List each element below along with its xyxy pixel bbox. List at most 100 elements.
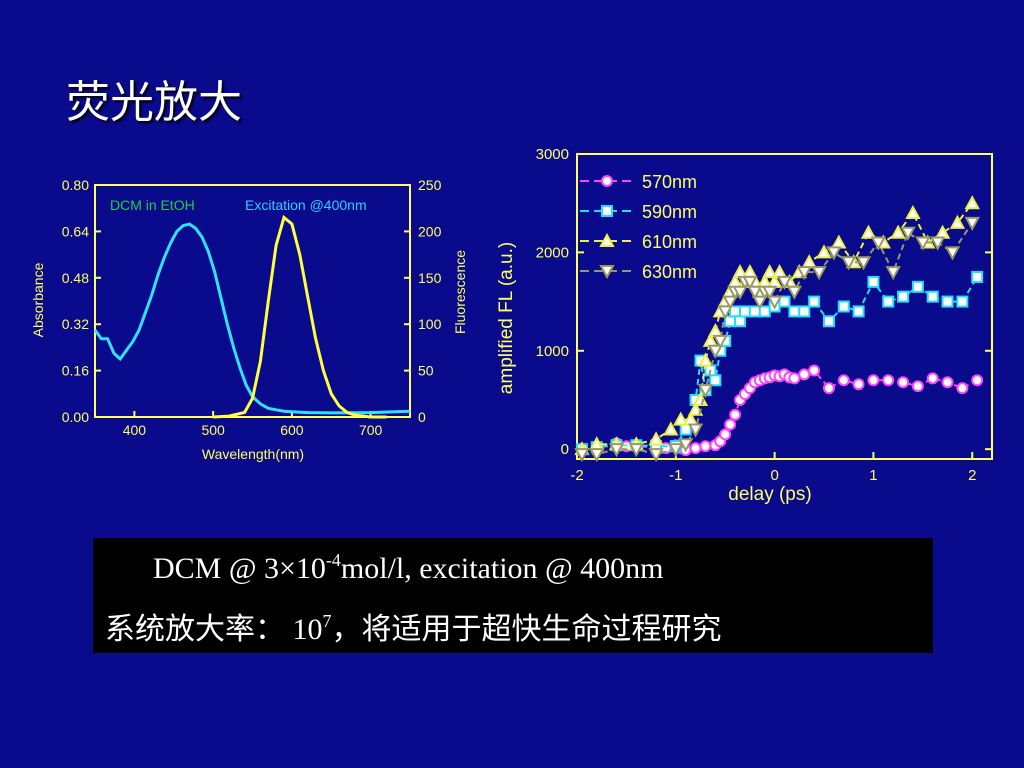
data-point (801, 254, 817, 269)
right-y-tick-label: 3000 (536, 146, 569, 163)
data-point (956, 295, 969, 308)
right-y-ticks: 0 1000 2000 3000 (536, 146, 992, 458)
data-point (941, 376, 954, 389)
left-y-ticks: 0.00 0.16 0.32 0.48 0.64 0.80 (62, 177, 101, 425)
data-point (860, 224, 877, 239)
absorbance-fluorescence-chart: 400 500 600 700 0.00 0.16 0.32 0.48 0.64 0.80 0 5… (30, 177, 468, 462)
right-x-tick-label: 0 (770, 467, 778, 484)
data-point (882, 374, 895, 387)
data-point (870, 236, 887, 251)
data-point (648, 448, 664, 463)
data-point (679, 423, 692, 436)
data-point (697, 384, 714, 399)
slide-title: 荧光放大 (66, 77, 242, 128)
data-point (673, 411, 689, 426)
fluorescence-line (213, 214, 387, 419)
data-point (589, 448, 605, 463)
data-point (601, 205, 613, 217)
data-point (956, 382, 969, 395)
data-point (900, 226, 916, 241)
data-point (911, 280, 924, 293)
data-point (831, 234, 847, 249)
data-point (811, 266, 827, 281)
right-y-tick-label: 2000 (536, 244, 569, 261)
data-point (748, 305, 761, 318)
caption-2-post: ，将适用于超快生命过程研究 (331, 613, 722, 646)
left-plot-frame (94, 184, 411, 418)
legend-label: 570nm (642, 172, 697, 192)
data-point (707, 344, 724, 359)
left-y-axis-label: Absorbance (30, 262, 46, 337)
caption-2-sup: 7 (322, 611, 332, 631)
right-y-axis-label: amplified FL (a.u.) (496, 242, 517, 394)
data-point (766, 295, 783, 310)
data-point (822, 315, 835, 328)
right-y-tick-label: 150 (418, 270, 442, 286)
data-point (964, 195, 980, 210)
data-point (885, 266, 901, 281)
right-x-tick-label: -2 (570, 467, 583, 484)
right-plot-frame (576, 153, 993, 460)
data-point (971, 270, 984, 283)
data-point (668, 443, 684, 458)
data-point (941, 295, 954, 308)
legend-item-630nm: 630nm (580, 262, 697, 282)
caption-1-pre: DCM @ 3×10 (153, 552, 326, 585)
data-point (599, 265, 615, 280)
data-point (867, 275, 880, 288)
data-point (852, 378, 865, 391)
data-point (964, 216, 980, 231)
data-point (689, 442, 702, 455)
data-point (934, 224, 951, 239)
series-610nm (574, 195, 980, 456)
left-x-axis-label: Wavelength(nm) (202, 446, 304, 462)
caption-line-1: DCM @ 3×10-4mol/l, excitation @ 400nm (153, 550, 664, 586)
data-point (608, 443, 625, 458)
left-x-tick-label: 400 (123, 422, 147, 438)
data-point (882, 295, 895, 308)
legend-item-570nm: 570nm (580, 172, 697, 192)
absorbance-line (93, 222, 411, 415)
data-point (742, 275, 758, 290)
data-point (724, 315, 737, 328)
data-point (778, 295, 791, 308)
caption-line-2: 系统放大率： 107，将适用于超快生命过程研究 (105, 604, 722, 648)
right-y-tick-label: 1000 (536, 343, 569, 360)
data-point (574, 448, 590, 463)
data-point (747, 285, 763, 300)
data-point (707, 323, 724, 338)
data-point (852, 305, 865, 318)
data-point (788, 372, 801, 385)
left-y-tick-label: 0.00 (62, 409, 89, 425)
data-point (628, 443, 644, 458)
caption-2-pre: 系统放大率： 10 (105, 613, 323, 646)
data-point (729, 408, 742, 421)
legend-label: 630nm (642, 262, 697, 282)
left-x-tick-label: 600 (280, 422, 304, 438)
data-point (911, 380, 924, 393)
data-point (776, 275, 793, 290)
right-y-axis-label: Fluorescence (452, 250, 468, 334)
data-point (717, 305, 733, 320)
data-point (822, 382, 835, 395)
data-point (816, 244, 832, 259)
data-point (786, 285, 803, 300)
data-point (732, 285, 748, 300)
data-point (926, 290, 939, 303)
data-point (599, 232, 615, 247)
right-x-tick-label: 1 (869, 467, 877, 484)
legend-label: 590nm (642, 202, 697, 222)
data-point (867, 374, 880, 387)
data-point (663, 421, 679, 436)
data-point (761, 285, 778, 300)
left-y-tick-label: 0.64 (62, 223, 89, 239)
data-point (761, 263, 778, 279)
data-point (905, 204, 921, 220)
caption-box: DCM @ 3×10-4mol/l, excitation @ 400nm 系统… (93, 538, 933, 653)
left-x-ticks: 400 500 600 700 (123, 411, 383, 438)
data-point (944, 246, 961, 261)
left-y-tick-label: 0.16 (62, 363, 89, 379)
data-point (678, 438, 694, 453)
data-point (808, 364, 821, 377)
